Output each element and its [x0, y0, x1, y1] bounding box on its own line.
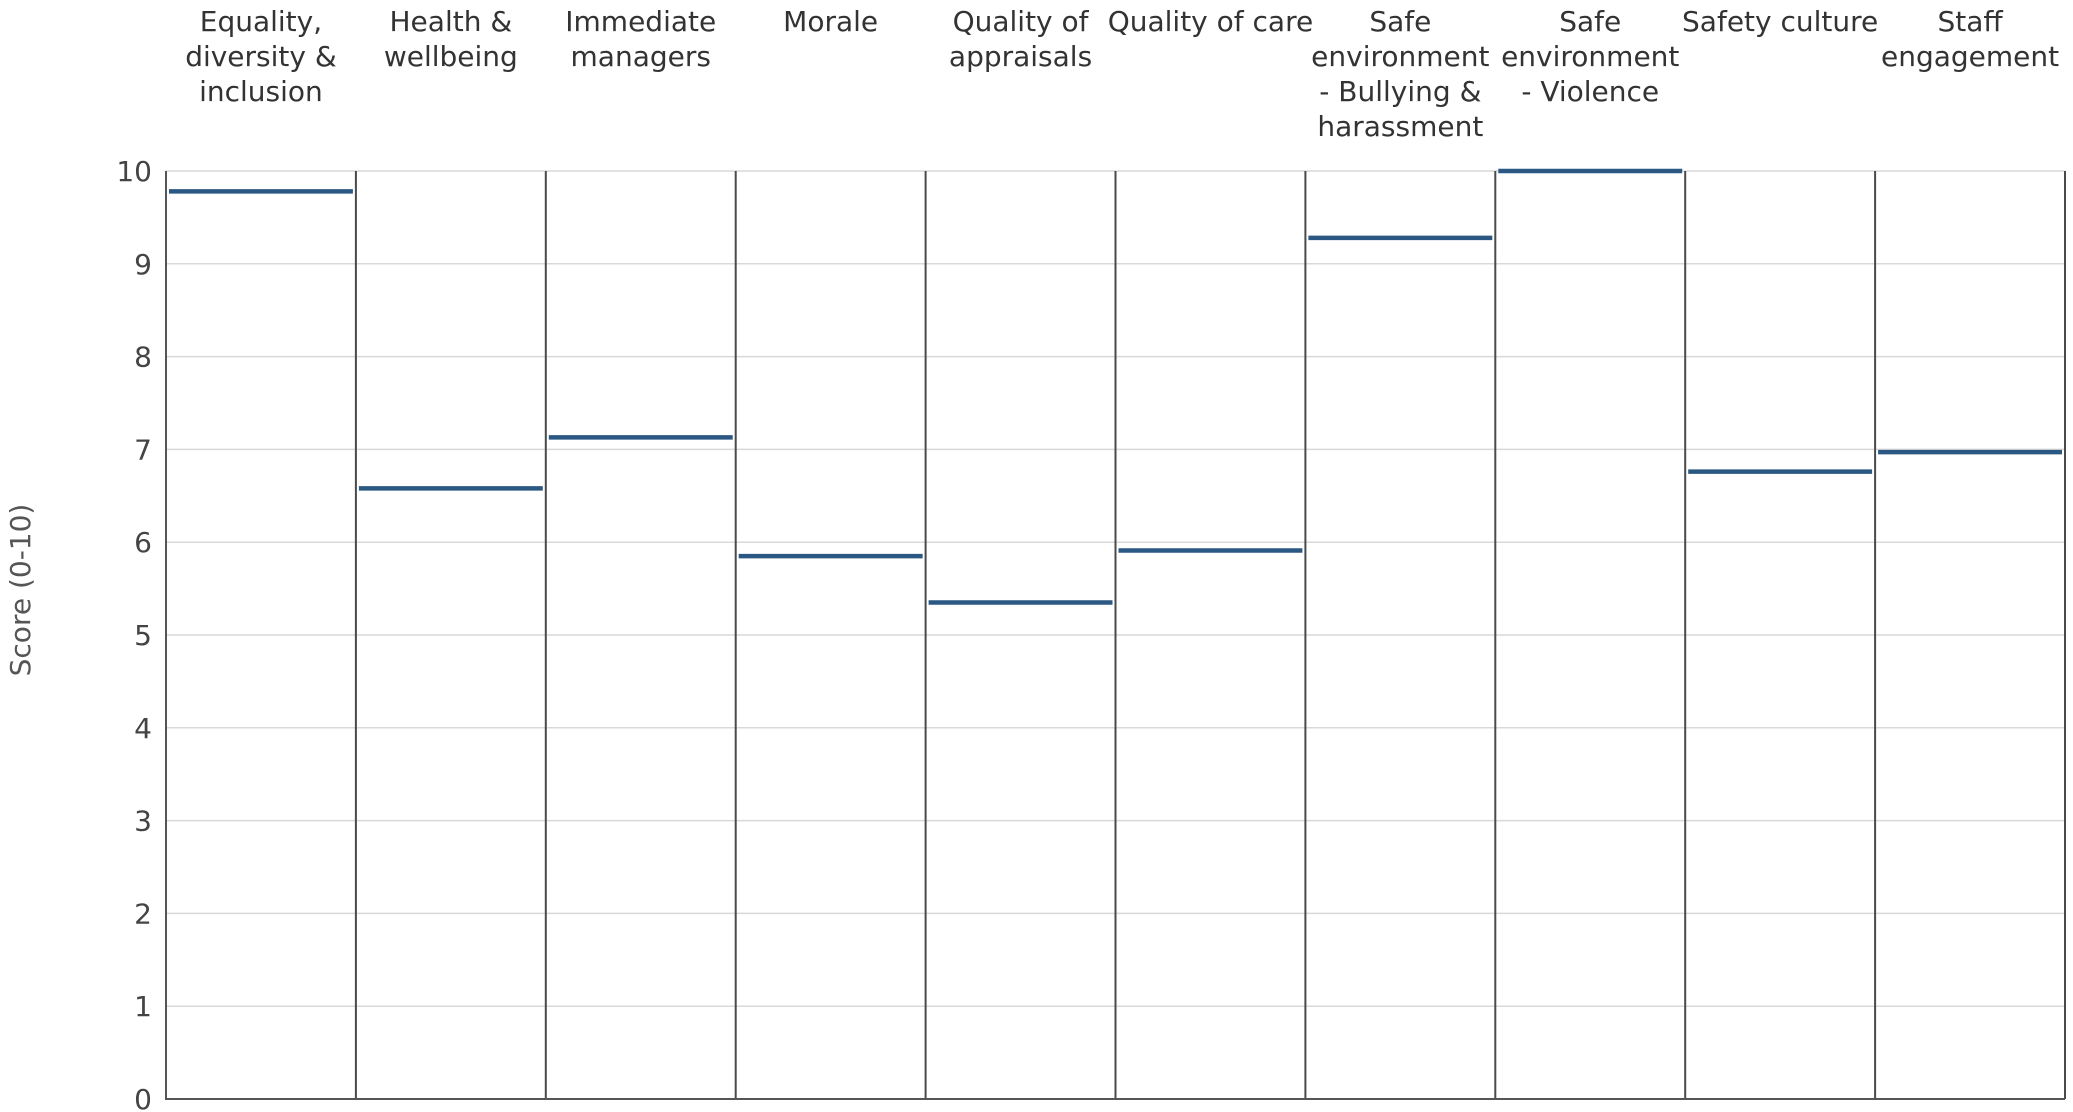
category-labels: Equality, diversity & inclusion Health & wel…: [185, 5, 2059, 143]
category-label: Quality of care: [1108, 5, 1314, 38]
category-label-line: environment: [1311, 40, 1489, 73]
category-label: Safe environment - Bullying & harassment: [1311, 5, 1489, 143]
category-label-line: diversity &: [185, 40, 337, 73]
y-tick-label: 3: [134, 805, 152, 838]
y-tick-labels: 0 1 2 3 4 5 6 7 8 9 10: [116, 155, 152, 1112]
category-label-line: managers: [571, 40, 711, 73]
category-label-line: harassment: [1317, 110, 1483, 143]
category-label-line: Immediate: [565, 5, 716, 38]
category-label-line: Safe: [1559, 5, 1621, 38]
category-label: Morale: [783, 5, 878, 38]
category-label-line: Safety culture: [1682, 5, 1878, 38]
y-tick-label: 8: [134, 341, 152, 374]
category-dividers: [354, 171, 2066, 1099]
category-label-line: wellbeing: [384, 40, 518, 73]
y-tick-label: 9: [134, 248, 152, 281]
category-label-line: - Bullying &: [1319, 75, 1481, 108]
axes: [165, 171, 2065, 1100]
y-tick-label: 1: [134, 990, 152, 1023]
category-label: Quality of appraisals: [949, 5, 1092, 73]
category-label: Health & wellbeing: [384, 5, 518, 73]
y-tick-label: 2: [134, 897, 152, 930]
category-label: Staff engagement: [1881, 5, 2059, 73]
category-label-line: environment: [1501, 40, 1679, 73]
category-label-line: Quality of care: [1108, 5, 1314, 38]
y-tick-label: 10: [116, 155, 152, 188]
y-tick-label: 6: [134, 526, 152, 559]
category-label: Equality, diversity & inclusion: [185, 5, 337, 108]
y-axis-title: Score (0-10): [4, 504, 37, 677]
y-tick-label: 4: [134, 712, 152, 745]
category-label-line: Staff: [1937, 5, 2003, 38]
category-label-line: Safe: [1369, 5, 1431, 38]
category-label-line: Morale: [783, 5, 878, 38]
category-label-line: - Violence: [1521, 75, 1659, 108]
category-label: Safe environment - Violence: [1501, 5, 1679, 108]
category-label-line: engagement: [1881, 40, 2059, 73]
category-label-line: Health &: [390, 5, 513, 38]
y-tick-label: 5: [134, 619, 152, 652]
category-label-line: Quality of: [953, 5, 1090, 38]
category-label: Immediate managers: [565, 5, 716, 73]
category-label-line: inclusion: [199, 75, 323, 108]
y-tick-label: 7: [134, 433, 152, 466]
category-label-line: appraisals: [949, 40, 1092, 73]
score-marks: [169, 168, 2062, 605]
category-label: Safety culture: [1682, 5, 1878, 38]
category-label-line: Equality,: [200, 5, 322, 38]
y-tick-label: 0: [134, 1083, 152, 1112]
